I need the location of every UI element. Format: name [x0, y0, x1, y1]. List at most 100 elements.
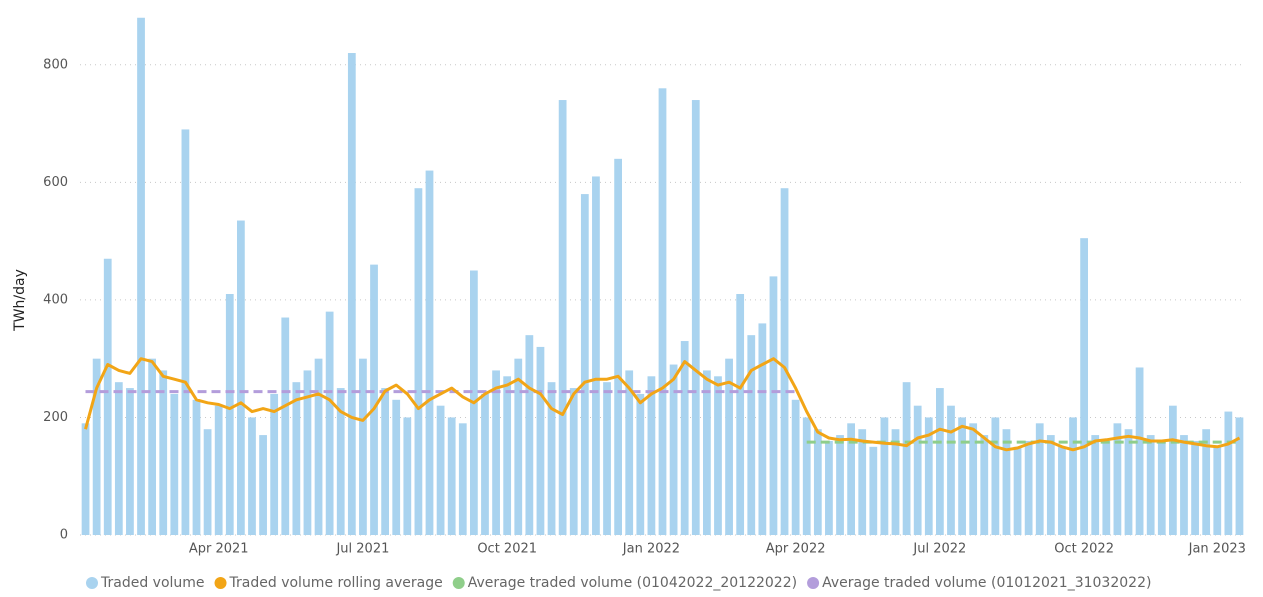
legend-marker: [214, 577, 227, 589]
bar: [1224, 411, 1233, 535]
legend-label: Traded volume: [100, 575, 205, 591]
bar: [81, 423, 90, 535]
bar: [1035, 423, 1044, 535]
bar: [492, 370, 500, 535]
bar: [813, 429, 822, 535]
bar: [691, 100, 700, 536]
bar: [259, 435, 267, 535]
bar: [947, 405, 955, 535]
bar: [370, 264, 378, 535]
bar: [702, 370, 711, 535]
bar: [114, 382, 123, 535]
bar: [714, 376, 722, 535]
bar: [625, 370, 634, 535]
bar: [1069, 417, 1077, 535]
bar: [1024, 440, 1033, 535]
bar: [902, 382, 911, 535]
x-tick-label: Apr 2022: [766, 542, 826, 557]
bar: [991, 417, 1000, 535]
bar: [325, 311, 334, 535]
bar: [647, 376, 656, 535]
bar: [1157, 440, 1166, 535]
bar: [347, 53, 356, 536]
x-tick-label: Jul 2021: [335, 542, 389, 557]
bar: [159, 370, 168, 535]
x-tick-label: Jan 2023: [1188, 542, 1246, 557]
x-tick-label: Jan 2022: [622, 542, 680, 557]
legend-marker: [452, 577, 465, 589]
x-tick-label: Apr 2021: [189, 542, 249, 557]
bar: [769, 276, 778, 535]
bar: [924, 417, 933, 535]
y-tick-label: 400: [43, 292, 68, 307]
bar: [1091, 435, 1100, 535]
legend-label: Traded volume rolling average: [229, 575, 443, 591]
bar: [481, 393, 489, 535]
bar: [1213, 446, 1222, 535]
bar: [1102, 440, 1111, 535]
bar: [1124, 429, 1133, 535]
bar: [270, 393, 279, 535]
bar: [536, 346, 545, 535]
bar: [1135, 367, 1144, 535]
bar: [192, 399, 201, 535]
bar: [503, 376, 512, 535]
bar: [603, 382, 611, 535]
bar: [303, 370, 312, 535]
bar: [359, 358, 367, 535]
bar: [558, 100, 567, 536]
bar: [680, 341, 689, 535]
bar: [825, 440, 833, 535]
bar: [92, 358, 101, 535]
bar: [969, 423, 978, 535]
y-axis-label: TWh/day: [12, 269, 28, 332]
bar: [580, 194, 589, 536]
bar: [913, 405, 922, 535]
legend-marker: [807, 577, 820, 589]
bar: [447, 417, 456, 535]
y-tick-label: 600: [43, 175, 68, 190]
bar: [1168, 405, 1177, 535]
bar: [403, 417, 412, 535]
bar: [1202, 429, 1211, 535]
bar: [891, 429, 900, 535]
bar: [126, 388, 134, 535]
x-tick-label: Oct 2022: [1054, 542, 1114, 557]
bar: [236, 220, 245, 536]
bar: [458, 423, 467, 535]
bar: [592, 176, 600, 535]
bar: [780, 188, 789, 535]
y-tick-label: 200: [43, 410, 68, 425]
bar: [736, 294, 745, 535]
bar: [802, 417, 811, 535]
bar: [847, 423, 856, 535]
bar: [547, 382, 556, 535]
bar: [225, 294, 234, 535]
bar: [658, 88, 667, 536]
bar: [1180, 435, 1188, 535]
bar: [1002, 429, 1011, 535]
legend-label: Average traded volume (01012021_31032022…: [822, 575, 1151, 591]
bar: [1046, 435, 1055, 535]
bar: [314, 358, 323, 535]
bar: [980, 435, 989, 535]
bar: [336, 388, 345, 535]
bar: [1113, 423, 1122, 535]
bar: [935, 388, 944, 535]
bar: [614, 158, 623, 536]
bar: [791, 399, 800, 535]
legend-marker: [86, 577, 98, 589]
bar: [425, 170, 434, 536]
bar: [181, 129, 190, 535]
bar: [858, 429, 867, 535]
x-tick-label: Jul 2022: [912, 542, 966, 557]
bar: [836, 435, 844, 535]
bar: [103, 258, 112, 535]
bar: [669, 364, 678, 535]
bar: [514, 358, 523, 535]
bar: [725, 358, 733, 535]
bar: [869, 446, 878, 535]
bar: [636, 393, 645, 535]
bar: [958, 417, 966, 535]
